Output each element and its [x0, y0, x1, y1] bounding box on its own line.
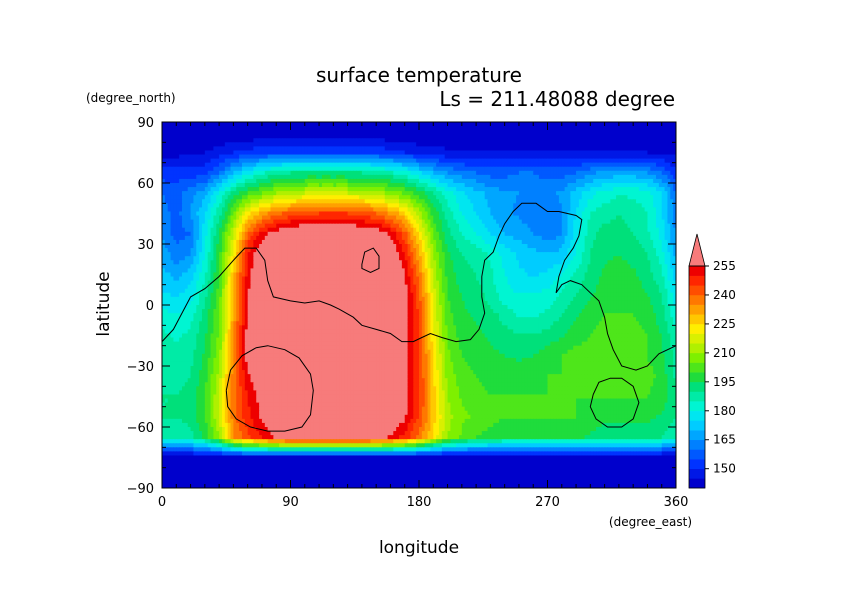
- y-axis-title: latitude: [94, 271, 114, 336]
- x-unit-label: (degree_east): [609, 515, 692, 529]
- y-unit-label: (degree_north): [86, 91, 176, 105]
- chart-subtitle: Ls = 211.48088 degree: [439, 87, 675, 111]
- heatmap-field: [162, 122, 677, 489]
- chart-title: surface temperature: [316, 63, 522, 87]
- x-axis-title: longitude: [379, 538, 459, 558]
